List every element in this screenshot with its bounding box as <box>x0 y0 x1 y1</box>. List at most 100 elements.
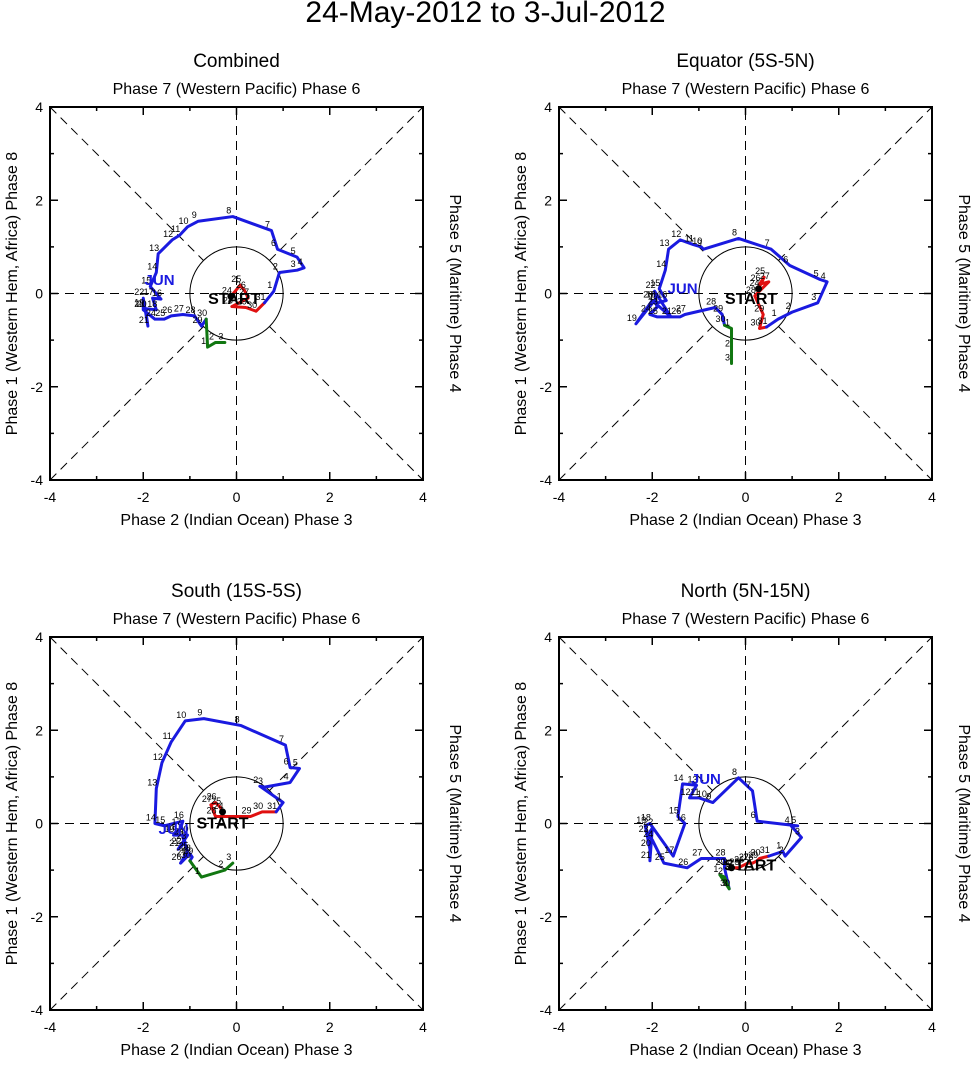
day-label: 20 <box>643 289 653 299</box>
x-tick-label: -2 <box>137 1019 150 1035</box>
day-label: 25 <box>231 274 241 284</box>
y-tick-label: 0 <box>35 816 43 832</box>
day-label: 28 <box>207 806 217 816</box>
day-label: 16 <box>657 289 667 299</box>
day-label: 3 <box>218 331 223 341</box>
x-axis-label: Phase 2 (Indian Ocean) Phase 3 <box>120 1042 352 1059</box>
unit-circle <box>698 246 793 341</box>
day-label: 10 <box>692 236 702 246</box>
day-label: 18 <box>167 822 177 832</box>
day-label: 22 <box>134 287 144 297</box>
day-label: 12 <box>681 787 691 797</box>
day-label: 5 <box>293 757 298 767</box>
diagonal-guide <box>269 856 424 1011</box>
day-label: 19 <box>636 815 646 825</box>
day-label: 21 <box>139 315 149 325</box>
day-label: 27 <box>174 303 184 313</box>
day-label: 28 <box>706 296 716 306</box>
unit-circle <box>189 776 284 871</box>
day-label: 3 <box>723 878 728 888</box>
day-label: 4 <box>284 771 289 781</box>
right-phase-label: Phase 5 (Maritime) Phase 4 <box>955 724 971 922</box>
day-label: 6 <box>271 238 276 248</box>
day-label: 13 <box>660 238 670 248</box>
y-tick-label: -2 <box>31 909 44 925</box>
day-label: 27 <box>676 303 686 313</box>
day-label: 26 <box>172 852 182 862</box>
day-label: 2 <box>253 775 258 785</box>
month-label: JUN <box>691 771 721 788</box>
series-line-jun <box>141 215 306 328</box>
diagonal-guide <box>778 856 933 1011</box>
day-label: 30 <box>720 878 730 888</box>
phase-diagram-panel: North (5N-15N) Phase 7 (Western Pacific) … <box>513 581 971 1059</box>
day-label: 17 <box>172 817 182 827</box>
right-phase-label: Phase 5 (Maritime) Phase 4 <box>446 194 463 392</box>
day-label: 4 <box>785 815 790 825</box>
day-label: 5 <box>814 269 819 279</box>
day-label: 30 <box>197 308 207 318</box>
day-label: 23 <box>134 299 144 309</box>
diagonal-guide <box>558 326 713 481</box>
series-line-may <box>730 854 771 870</box>
day-label: 2 <box>725 338 730 348</box>
y-tick-label: 0 <box>544 816 552 832</box>
diagonal-guide <box>269 326 424 481</box>
day-label: 3 <box>725 352 730 362</box>
day-label: 29 <box>713 303 723 313</box>
top-phase-label: Phase 7 (Western Pacific) Phase 6 <box>113 611 361 628</box>
day-label: 28 <box>746 285 756 295</box>
diagonal-guide <box>778 326 933 481</box>
day-label: 20 <box>137 299 147 309</box>
day-label: 8 <box>226 206 231 216</box>
day-label: 11 <box>685 234 694 244</box>
day-label: 14 <box>146 813 156 823</box>
start-marker <box>219 808 227 816</box>
day-label: 25 <box>648 306 658 316</box>
day-label: 16 <box>152 288 162 298</box>
day-label: 2 <box>786 301 791 311</box>
x-tick-label: 0 <box>742 1019 750 1035</box>
day-label: 30 <box>750 847 760 857</box>
day-label: 15 <box>141 276 151 286</box>
day-label: 27 <box>202 794 212 804</box>
right-phase-label: Phase 5 (Maritime) Phase 4 <box>955 194 971 392</box>
x-tick-label: 2 <box>326 1019 334 1035</box>
diagonal-guide <box>269 106 424 261</box>
day-label: 23 <box>648 296 658 306</box>
phase-diagram-panel: Equator (5S-5N) Phase 7 (Western Pacific)… <box>513 51 971 529</box>
day-label: 7 <box>765 238 770 248</box>
day-label: 10 <box>179 216 189 226</box>
day-label: 16 <box>676 813 686 823</box>
day-label: 21 <box>169 838 179 848</box>
day-label: 3 <box>795 826 800 836</box>
day-label: 1 <box>267 280 272 290</box>
day-label: 14 <box>147 262 157 272</box>
day-label: 21 <box>662 306 672 316</box>
day-label: 5 <box>791 815 796 825</box>
day-label: 12 <box>163 229 173 239</box>
x-axis-label: Phase 2 (Indian Ocean) Phase 3 <box>120 512 352 529</box>
x-tick-label: -2 <box>646 1019 659 1035</box>
diagonal-guide <box>49 636 204 791</box>
day-label: 31 <box>760 845 770 855</box>
day-label: 2 <box>209 331 214 341</box>
y-tick-label: 4 <box>544 629 552 645</box>
day-label: 26 <box>207 792 217 802</box>
day-label: 24 <box>750 278 760 288</box>
panel-title: Combined <box>193 51 280 72</box>
day-label: 14 <box>674 773 684 783</box>
y-tick-label: 4 <box>35 99 43 115</box>
y-tick-label: 2 <box>544 722 552 738</box>
day-label: 9 <box>697 238 702 248</box>
day-label: 7 <box>265 220 270 230</box>
series-line-jul <box>723 323 734 365</box>
day-label: 28 <box>186 305 196 315</box>
day-label: 29 <box>748 850 758 860</box>
day-label: 11 <box>690 787 699 797</box>
day-label: 18 <box>147 299 157 309</box>
day-label: 23 <box>639 824 649 834</box>
day-label: 5 <box>291 246 296 256</box>
x-tick-label: -4 <box>553 489 566 505</box>
day-label: 29 <box>716 857 726 867</box>
